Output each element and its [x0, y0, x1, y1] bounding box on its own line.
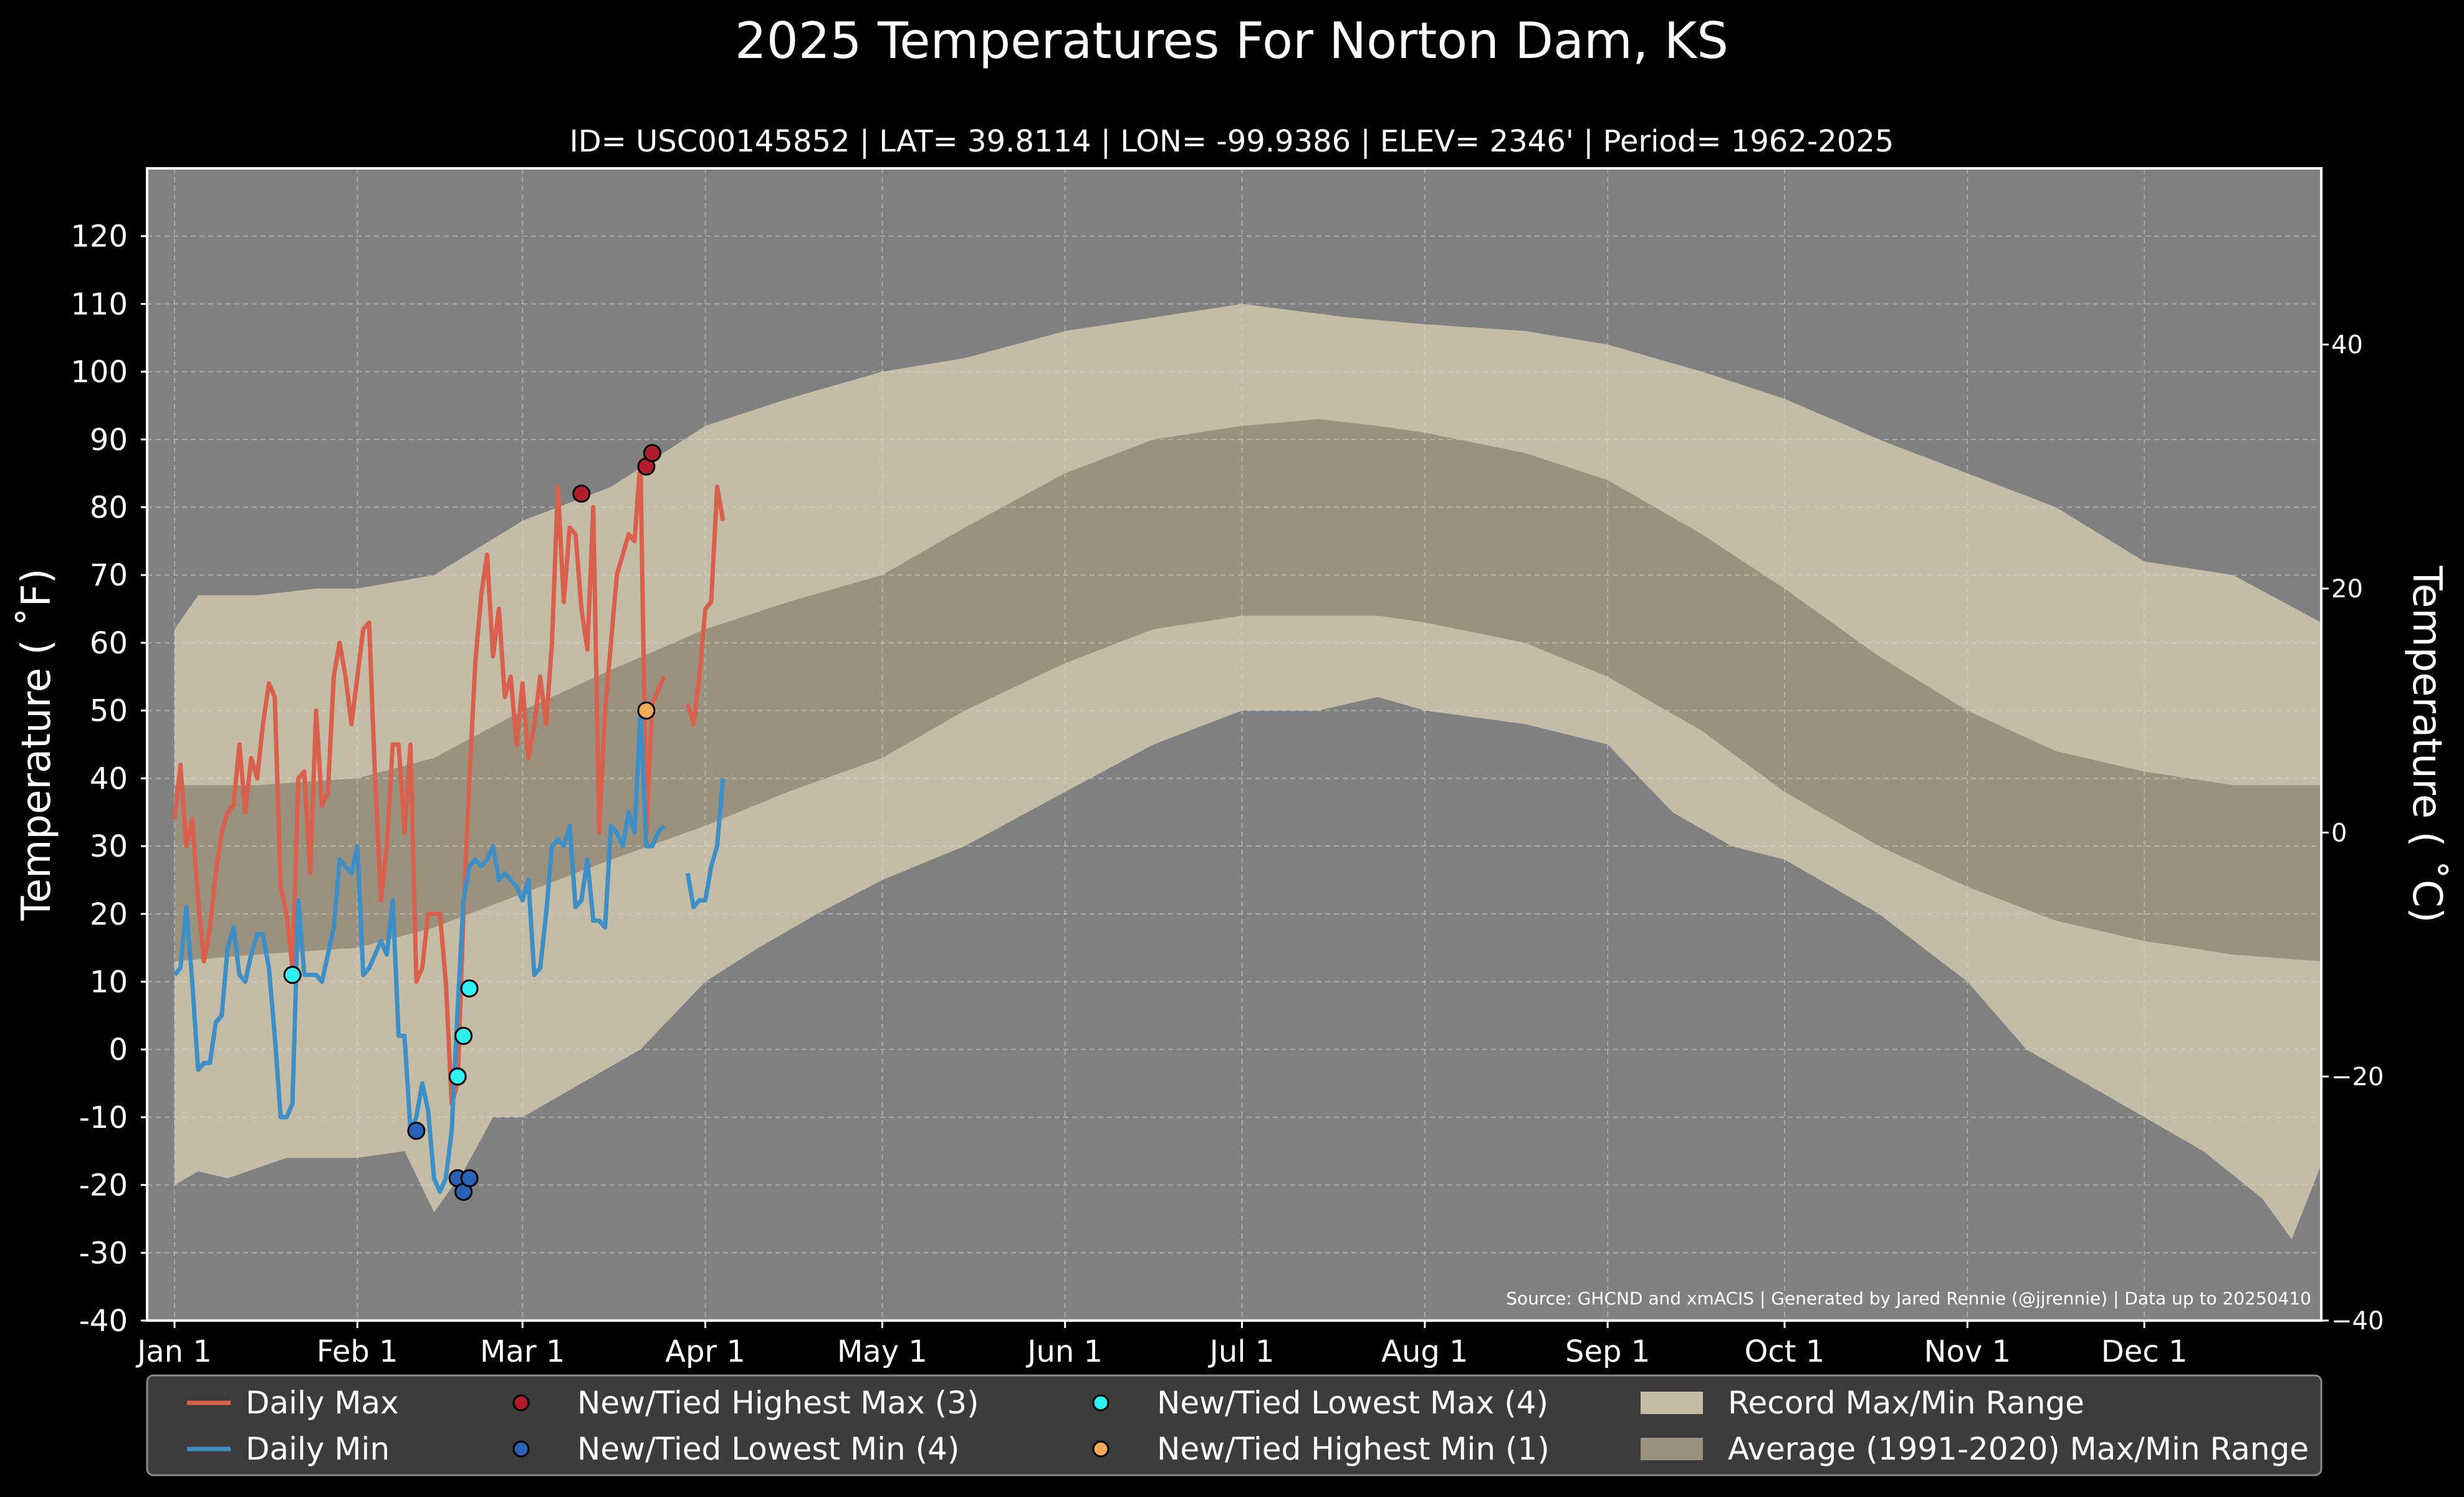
legend-label: New/Tied Lowest Min (4) — [577, 1431, 959, 1467]
right-axis-label: Temperature ( ˚C) — [2404, 566, 2450, 923]
lowest-max-marker — [283, 966, 302, 984]
daily-min-line — [173, 708, 726, 1194]
y-tick-label: 90 — [90, 423, 128, 458]
y-tick-label: 50 — [90, 694, 128, 729]
chart-title: 2025 Temperatures For Norton Dam, KS — [735, 12, 1728, 70]
x-tick-label: Aug 1 — [1381, 1334, 1469, 1369]
y-tick-label: -10 — [79, 1100, 128, 1135]
y-tick-label: -40 — [79, 1304, 128, 1339]
daily-max-line — [172, 457, 726, 1106]
lowest-max-marker — [454, 1026, 473, 1045]
right-tick-label: −20 — [2331, 1063, 2384, 1092]
y-tick-label: 80 — [90, 491, 128, 526]
lowest-min-marker — [460, 1169, 479, 1188]
legend-label: Daily Max — [246, 1385, 399, 1421]
legend-label: Daily Min — [246, 1431, 390, 1467]
chart-subtitle: ID= USC00145852 | LAT= 39.8114 | LON= -9… — [570, 124, 1894, 159]
legend-label: New/Tied Highest Max (3) — [577, 1385, 979, 1421]
y-tick-label: 40 — [90, 761, 128, 796]
y-tick-label: 10 — [90, 965, 128, 999]
y-tick-label: 110 — [70, 287, 128, 322]
grid-lines — [147, 168, 2321, 1321]
y-tick-label: 0 — [108, 1032, 128, 1067]
x-tick-label: Feb 1 — [317, 1334, 398, 1369]
legend-box — [146, 1374, 2323, 1476]
y-tick-label: 20 — [90, 897, 128, 932]
x-tick-label: Jul 1 — [1208, 1334, 1275, 1369]
y-tick-label: -20 — [79, 1168, 128, 1203]
legend: Daily Max Daily Min New/Tied Highest Max (… — [146, 1374, 2323, 1476]
y-tick-label: 70 — [90, 558, 128, 593]
highest-min-marker — [637, 701, 656, 720]
lowest-max-marker — [460, 979, 479, 998]
record-range-band — [175, 304, 2321, 1239]
left-axis-label: Temperature ( ˚F) — [14, 569, 60, 922]
right-axis-ticks: −40 −20 0 20 40 — [2321, 331, 2384, 1336]
legend-label: New/Tied Lowest Max (4) — [1157, 1385, 1548, 1421]
legend-swatch-patch — [1641, 1392, 1703, 1414]
legend-swatch-patch — [1641, 1438, 1703, 1460]
right-tick-label: 40 — [2331, 331, 2363, 360]
legend-swatch-dot — [1092, 1394, 1110, 1412]
x-tick-label: Nov 1 — [1924, 1334, 2011, 1369]
lowest-min-marker — [407, 1122, 426, 1140]
x-tick-label: Apr 1 — [665, 1334, 745, 1369]
x-tick-label: May 1 — [837, 1334, 928, 1369]
plot-area: Source: GHCND and xmACIS | Generated by … — [146, 167, 2323, 1322]
x-axis-ticks: Jan 1 Feb 1 Mar 1 Apr 1 May 1 Jun 1 Jul 1 Aug 1… — [135, 1321, 2187, 1369]
y-tick-label: -30 — [79, 1236, 128, 1271]
legend-label: Average (1991-2020) Max/Min Range — [1728, 1431, 2309, 1467]
plot-border — [146, 167, 2323, 1322]
legend-label: New/Tied Highest Min (1) — [1157, 1431, 1550, 1467]
lowest-max-marker — [448, 1067, 467, 1086]
x-tick-label: Sep 1 — [1565, 1334, 1650, 1369]
x-tick-label: Jun 1 — [1025, 1334, 1103, 1369]
record-markers — [283, 444, 661, 1201]
legend-label: Record Max/Min Range — [1728, 1385, 2084, 1421]
x-tick-label: Mar 1 — [480, 1334, 565, 1369]
left-axis-ticks: -40 -30 -20 -10 0 10 20 30 40 50 60 70 80 90 100 110 120 — [70, 219, 147, 1339]
x-tick-label: Dec 1 — [2101, 1334, 2188, 1369]
highest-max-marker — [572, 484, 591, 503]
source-note: Source: GHCND and xmACIS | Generated by … — [1506, 1288, 2311, 1309]
highest-max-marker — [643, 444, 661, 463]
right-tick-label: 20 — [2331, 575, 2363, 604]
right-tick-label: 0 — [2331, 819, 2347, 847]
legend-swatch-dot — [512, 1394, 530, 1412]
legend-swatch-dot — [1092, 1440, 1110, 1458]
x-tick-label: Oct 1 — [1745, 1334, 1825, 1369]
y-tick-label: 60 — [90, 626, 128, 661]
right-tick-label: −40 — [2331, 1307, 2384, 1336]
y-tick-label: 100 — [70, 355, 128, 390]
average-range-band — [175, 419, 2321, 961]
y-tick-label: 30 — [90, 829, 128, 864]
x-tick-label: Jan 1 — [135, 1334, 212, 1369]
y-tick-label: 120 — [70, 219, 128, 254]
legend-swatch-dot — [512, 1440, 530, 1458]
